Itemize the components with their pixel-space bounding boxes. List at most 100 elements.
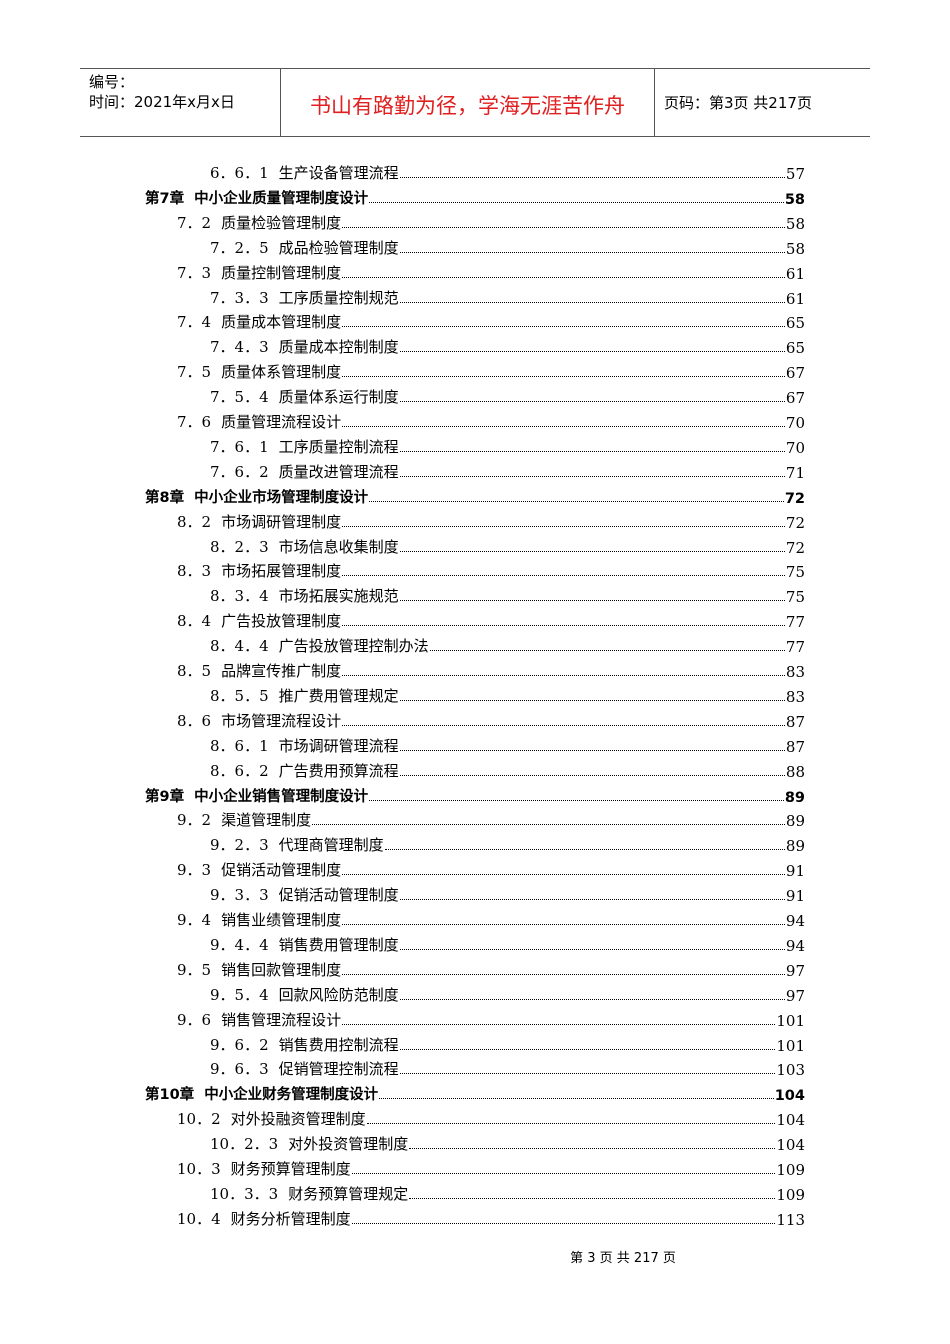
- toc-page-number: 101: [776, 1036, 805, 1055]
- toc-chapter-entry[interactable]: 第10章 中小企业财务管理制度设计 104: [145, 1080, 805, 1104]
- toc-number: 7．6．2: [210, 462, 269, 481]
- toc-title: 质量成本控制制度: [278, 338, 399, 357]
- toc-title: 代理商管理制度: [278, 836, 384, 855]
- toc-number: 8．3: [177, 562, 212, 581]
- toc-page-number: 77: [785, 613, 805, 632]
- toc-title: 质量改进管理流程: [278, 462, 399, 481]
- dot-leader: [399, 251, 785, 253]
- toc-entry[interactable]: 9．3．3 促销活动管理制度 91: [210, 881, 805, 905]
- toc-number: 10．2: [177, 1110, 221, 1129]
- toc-page-number: 89: [785, 837, 805, 856]
- toc-entry[interactable]: 7．4．3 质量成本控制制度 65: [210, 333, 805, 357]
- toc-entry[interactable]: 6．6．1 生产设备管理流程 57: [210, 159, 805, 183]
- toc-entry[interactable]: 9．6．3 促销管理控制流程 103: [210, 1055, 805, 1079]
- toc-entry[interactable]: 9．3 促销活动管理制度 91: [177, 856, 805, 880]
- toc-chapter-entry[interactable]: 第9章 中小企业销售管理制度设计 89: [145, 782, 805, 806]
- toc-entry[interactable]: 7．2．5 成品检验管理制度 58: [210, 234, 805, 258]
- toc-page-number: 97: [785, 986, 805, 1005]
- toc-chapter-entry[interactable]: 第7章 中小企业质量管理制度设计 58: [145, 184, 805, 208]
- toc-page-number: 75: [785, 563, 805, 582]
- dot-leader: [399, 450, 785, 452]
- toc-page-number: 71: [785, 463, 805, 482]
- time-label: 时间：2021年x月x日: [89, 93, 235, 111]
- toc-chapter-entry[interactable]: 第8章 中小企业市场管理制度设计 72: [145, 483, 805, 507]
- toc-entry[interactable]: 8．6 市场管理流程设计 87: [177, 707, 805, 731]
- toc-title: 生产设备管理流程: [278, 164, 399, 182]
- toc-entry[interactable]: 7．6．1 工序质量控制流程 70: [210, 433, 805, 457]
- toc-entry[interactable]: 8．3 市场拓展管理制度 75: [177, 557, 805, 581]
- toc-entry[interactable]: 9．6 销售管理流程设计 101: [177, 1006, 805, 1030]
- toc-entry[interactable]: 9．5 销售回款管理制度 97: [177, 956, 805, 980]
- toc-entry[interactable]: 7．4 质量成本管理制度 65: [177, 308, 805, 332]
- toc-page-number: 83: [785, 663, 805, 681]
- toc-entry[interactable]: 8．6．1 市场调研管理流程 87: [210, 732, 805, 756]
- toc-entry[interactable]: 8．6．2 广告费用预算流程 88: [210, 757, 805, 781]
- toc-entry[interactable]: 10．2 对外投融资管理制度 104: [177, 1105, 805, 1129]
- toc-entry[interactable]: 7．2 质量检验管理制度 58: [177, 209, 805, 233]
- toc-page-number: 103: [776, 1061, 805, 1080]
- toc-page-number: 113: [776, 1210, 805, 1229]
- dot-leader: [384, 849, 785, 851]
- dot-leader: [342, 376, 785, 378]
- toc-number: 7．6．1: [210, 437, 269, 456]
- toc-entry[interactable]: 8．2 市场调研管理制度 72: [177, 508, 805, 532]
- toc-entry[interactable]: 7．6．2 质量改进管理流程 71: [210, 458, 805, 482]
- toc-entry[interactable]: 7．3 质量控制管理制度 61: [177, 259, 805, 283]
- toc-number: 9．2: [177, 811, 212, 830]
- toc-entry[interactable]: 10．3 财务预算管理制度 109: [177, 1155, 805, 1179]
- toc-entry[interactable]: 9．4 销售业绩管理制度 94: [177, 906, 805, 930]
- toc-title: 质量体系管理制度: [221, 363, 342, 382]
- toc-title: 财务预算管理制度: [230, 1160, 351, 1178]
- toc-title: 中小企业质量管理制度设计: [194, 190, 369, 207]
- toc-number: 第8章: [145, 489, 185, 506]
- toc-entry[interactable]: 10．4 财务分析管理制度 113: [177, 1205, 805, 1229]
- toc-page-number: 89: [785, 812, 805, 831]
- toc-title: 品牌宣传推广制度: [221, 662, 342, 680]
- toc-number: 10．2．3: [210, 1135, 279, 1154]
- toc-entry[interactable]: 8．5 品牌宣传推广制度 83: [177, 657, 805, 681]
- toc-entry[interactable]: 8．2．3 市场信息收集制度 72: [210, 533, 805, 557]
- toc-page-number: 91: [785, 862, 805, 881]
- toc-entry[interactable]: 9．2．3 代理商管理制度 89: [210, 831, 805, 855]
- toc-page-number: 72: [784, 490, 805, 507]
- dot-leader: [399, 301, 785, 303]
- toc-entry[interactable]: 8．4 广告投放管理制度 77: [177, 607, 805, 631]
- toc-number: 6．6．1: [210, 164, 269, 182]
- toc-entry[interactable]: 10．3．3 财务预算管理规定 109: [210, 1180, 805, 1204]
- toc-title: 成品检验管理制度: [278, 238, 399, 257]
- toc-title: 渠道管理制度: [221, 811, 312, 830]
- toc-page-number: 57: [785, 165, 805, 183]
- dot-leader: [369, 500, 784, 502]
- toc-number: 8．6．1: [210, 736, 269, 755]
- toc-entry[interactable]: 10．2．3 对外投资管理制度 104: [210, 1130, 805, 1154]
- toc-title: 促销活动管理制度: [221, 861, 342, 880]
- toc-entry[interactable]: 9．5．4 回款风险防范制度 97: [210, 981, 805, 1005]
- toc-number: 8．2: [177, 512, 212, 531]
- dot-leader: [399, 1048, 776, 1050]
- dot-leader: [399, 1073, 776, 1075]
- toc-entry[interactable]: 9．4．4 销售费用管理制度 94: [210, 931, 805, 955]
- toc-page-number: 91: [785, 887, 805, 906]
- toc-page-number: 61: [785, 264, 805, 283]
- toc-title: 财务预算管理规定: [288, 1184, 409, 1203]
- toc-title: 市场管理流程设计: [221, 711, 342, 730]
- dot-leader: [399, 998, 785, 1000]
- toc-entry[interactable]: 7．6 质量管理流程设计 70: [177, 408, 805, 432]
- toc-entry[interactable]: 9．2 渠道管理制度 89: [177, 806, 805, 830]
- toc-title: 市场调研管理流程: [278, 736, 399, 755]
- toc-number: 9．5．4: [210, 985, 269, 1004]
- toc-entry[interactable]: 8．4．4 广告投放管理控制办法 77: [210, 632, 805, 656]
- toc-number: 第9章: [145, 788, 185, 805]
- toc-title: 销售管理流程设计: [221, 1010, 342, 1029]
- toc-entry[interactable]: 8．5．5 推广费用管理规定 83: [210, 682, 805, 706]
- toc-entry[interactable]: 7．5．4 质量体系运行制度 67: [210, 383, 805, 407]
- toc-entry[interactable]: 7．5 质量体系管理制度 67: [177, 358, 805, 382]
- toc-number: 8．5: [177, 662, 212, 680]
- dot-leader: [399, 475, 785, 477]
- dot-leader: [369, 201, 784, 203]
- toc-title: 广告投放管理控制办法: [278, 637, 429, 656]
- toc-entry[interactable]: 9．6．2 销售费用控制流程 101: [210, 1031, 805, 1055]
- toc-entry[interactable]: 7．3．3 工序质量控制规范 61: [210, 284, 805, 308]
- header-page-info: 页码：第3页 共217页: [664, 94, 812, 112]
- toc-entry[interactable]: 8．3．4 市场拓展实施规范 75: [210, 582, 805, 606]
